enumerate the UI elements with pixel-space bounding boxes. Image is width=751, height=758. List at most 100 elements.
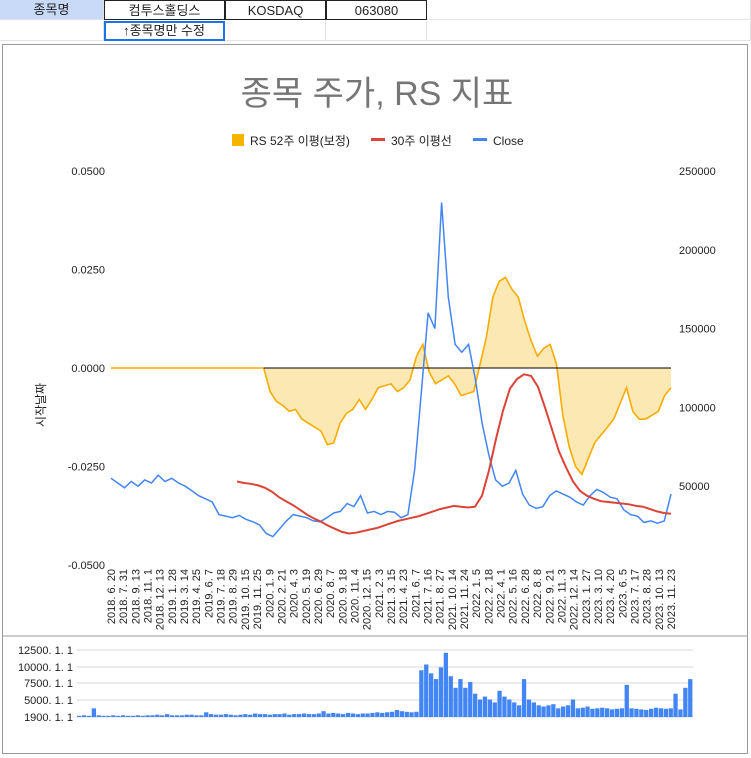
right-tick-label: 50000 [679,481,710,493]
cell-empty-e2[interactable] [427,21,751,41]
volume-bar [624,684,629,717]
main-plot-area [110,202,672,538]
x-axis-ticks: 2018. 6. 20 2018. 7. 31 2018. 9. 13 2018. 1… [106,569,678,630]
legend-label-rs: RS 52주 이평(보정) [250,134,350,148]
volume-bar [600,707,605,717]
chart-container[interactable]: 종목 주가, RS 지표 RS 52주 이평(보정) 30주 이평선 Close… [2,44,748,754]
x-tick-label: 2022. 4. 1 [496,569,508,618]
volume-bar [663,708,668,717]
volume-bar [165,714,170,717]
volume-bar [482,696,488,717]
volume-bar [238,714,243,717]
volume-bar [233,715,238,717]
volume-bar [321,711,326,717]
x-tick-label: 2020. 12. 15 [362,569,374,630]
volume-bar [96,715,101,717]
volume-bar [551,704,556,717]
volume-bar [316,713,321,717]
x-tick-label: 2020. 9. 18 [337,569,349,624]
volume-bar [683,687,688,717]
cell-stock-name-label[interactable]: 종목명 [0,0,104,20]
volume-bar [526,699,532,717]
volume-bar [155,714,160,717]
cell-empty-d2[interactable] [326,21,427,41]
volume-bar [517,705,522,717]
volume-bar [492,702,497,717]
volume-bar [101,715,106,717]
cell-empty-c2[interactable] [225,21,326,41]
volume-tick-label: 1900. 1. 1 [24,712,73,724]
cell-market[interactable]: KOSDAQ [225,0,326,20]
x-tick-label: 2018. 12. 13 [155,569,167,630]
legend-swatch-rs [232,134,244,146]
cell-stock-code[interactable]: 063080 [326,0,427,20]
volume-bar [541,706,546,717]
legend-swatch-close [473,138,487,141]
volume-bar [502,696,507,717]
volume-bar [629,708,634,718]
volume-plot-area [77,652,693,718]
x-tick-label: 2019. 10. 15 [240,569,252,630]
volume-bar [228,714,233,717]
volume-bar [248,714,253,717]
volume-bar [531,702,536,717]
volume-bar [189,714,194,717]
volume-bar [570,699,576,717]
volume-bar [209,714,214,717]
volume-bar [243,714,248,717]
cell-edit-hint[interactable]: ↑종목명만 수정 [104,21,225,41]
volume-bar [639,709,644,717]
volume-bar [331,712,336,717]
volume-bar [184,714,189,717]
volume-bar [213,714,219,717]
x-tick-label: 2021. 6. 7 [410,569,422,618]
volume-bar [477,699,483,717]
volume-bar [282,713,287,717]
volume-tick-label: 5000. 1. 1 [24,695,73,707]
x-tick-label: 2021. 4. 23 [398,569,410,624]
volume-bar [91,708,96,718]
volume-bar [370,712,375,717]
volume-bar [292,714,297,717]
volume-bar [404,711,409,718]
x-tick-label: 2020. 11. 4 [350,569,362,623]
volume-bar [473,693,478,717]
volume-bar [575,708,580,718]
x-tick-label: 2019. 6. 7 [203,569,215,618]
volume-bar [409,712,414,717]
volume-bar [385,712,390,717]
volume-bar [336,713,341,717]
volume-bar [169,715,175,717]
volume-bar [355,714,360,717]
price-rs-chart: 종목 주가, RS 지표 RS 52주 이평(보정) 30주 이평선 Close… [3,75,747,724]
x-tick-label: 2022. 5. 16 [508,569,520,624]
right-tick-label: 100000 [679,402,716,414]
cell-empty-a2[interactable] [0,21,104,41]
cell-empty[interactable] [427,0,751,20]
volume-bar [590,708,595,717]
volume-bar [350,713,356,717]
volume-bar [653,707,659,717]
volume-bar [414,711,419,718]
volume-bar [487,699,492,717]
volume-bar [595,708,600,718]
x-tick-label: 2021. 8. 27 [435,569,447,624]
volume-bar [433,679,439,717]
volume-bar [306,714,312,717]
volume-bar [556,708,561,718]
x-tick-label: 2020. 2. 21 [276,569,288,624]
x-tick-label: 2018. 7. 31 [118,569,130,624]
volume-bar [125,715,131,717]
x-tick-label: 2022. 12. 14 [569,569,581,630]
volume-bar [272,714,277,717]
x-tick-label: 2023. 6. 5 [617,569,629,618]
volume-bar [262,714,268,717]
volume-bar [326,713,331,717]
legend-label-close: Close [493,134,524,148]
x-tick-label: 2023. 1. 27 [581,569,593,624]
volume-tick-label: 10000. 1. 1 [18,662,73,674]
right-tick-label: 150000 [679,324,716,336]
cell-stock-name-value[interactable]: 컴투스홀딩스 [104,0,225,20]
volume-tick-label: 7500. 1. 1 [24,678,73,690]
volume-bar [297,714,302,717]
